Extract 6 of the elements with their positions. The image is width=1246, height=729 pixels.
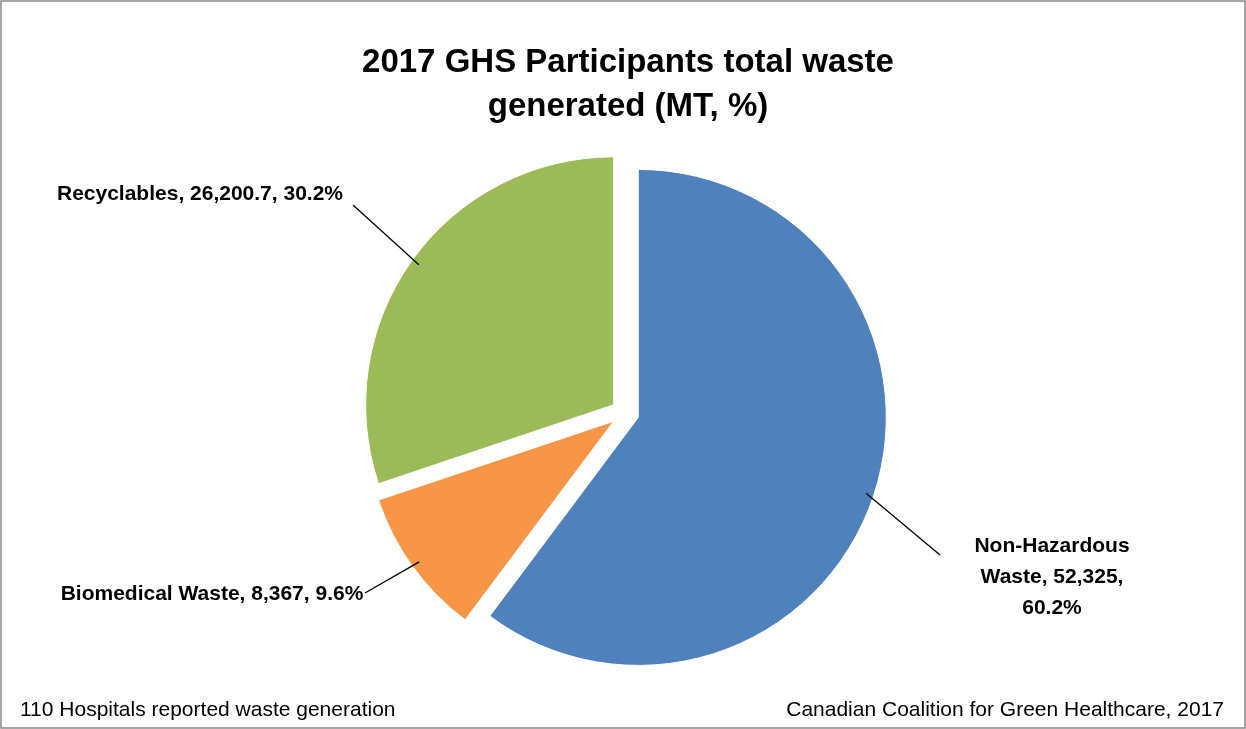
- text: 110 Hospitals reported waste generation: [20, 697, 396, 720]
- slice-label: Biomedical Waste, 8,367, 9.6%: [60, 581, 364, 604]
- chart-title: 2017 GHS Participants total waste generated (MT, %): [362, 42, 894, 123]
- slice-label: Non-Hazardous Waste, 52,325, 60.2%: [974, 533, 1130, 618]
- slice-label: Recyclables, 26,200.7, 30.2%: [56, 181, 344, 204]
- text: Canadian Coalition for Green Healthcare, 2017: [786, 697, 1224, 720]
